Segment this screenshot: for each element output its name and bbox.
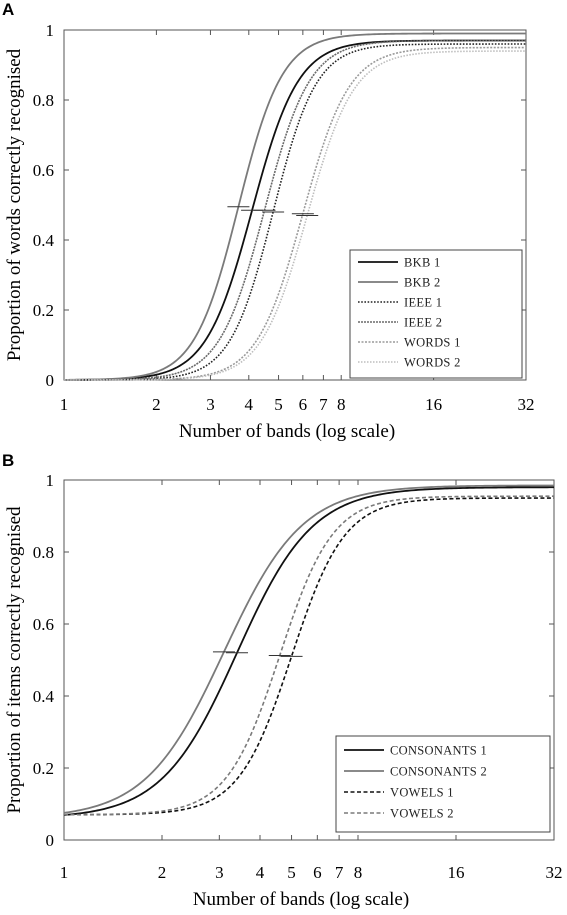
legend-label: WORDS 1 [404,336,461,350]
threshold-markers-a [227,206,319,216]
x-tick-label: 16 [448,863,465,882]
panel-letter-a: A [2,0,14,19]
x-tick-label: 6 [313,863,322,882]
y-axis-label-b: Proportion of items correctly recognised [4,506,25,814]
x-ticks-a: 1 2 3 4 5 6 7 8 16 32 [60,30,535,414]
x-tick-label: 7 [335,863,344,882]
y-axis-label-a: Proportion of words correctly recognised [4,48,25,361]
x-tick-label: 1 [60,395,69,414]
x-axis-label-a: Number of bands (log scale) [179,421,395,442]
x-tick-label: 32 [518,395,535,414]
chart-panel-a: A 0 0.2 0.4 0.6 0.8 1 1 2 3 4 5 6 7 8 16 32 BKB 1 BKB 2… [2,0,535,442]
x-tick-label: 2 [152,395,161,414]
y-tick-label: 0.6 [33,615,54,634]
legend-label: VOWELS 2 [390,807,454,821]
x-tick-label: 8 [354,863,363,882]
x-tick-label: 8 [337,395,346,414]
y-tick-label: 0 [46,371,55,390]
series-line-bkb-1 [63,39,526,381]
series-line-words-2 [64,50,526,381]
x-axis-label-b: Number of bands (log scale) [193,889,409,910]
legend-box [335,735,551,833]
series-line-words-1 [64,46,526,381]
y-tick-label: 1 [46,21,55,40]
y-tick-label: 0.4 [33,687,55,706]
x-tick-label: 3 [206,395,215,414]
y-ticks-a: 0 0.2 0.4 0.6 0.8 1 [33,21,526,390]
series-line-bkb-2 [63,32,526,381]
x-tick-label: 5 [274,395,283,414]
panel-letter-b: B [2,451,14,470]
y-tick-label: 0.6 [33,161,54,180]
y-tick-label: 0.2 [33,759,54,778]
series-line-consonants-1 [63,486,555,816]
x-tick-label: 32 [546,863,563,882]
legend-label: VOWELS 1 [390,786,454,800]
x-tick-label: 3 [215,863,224,882]
series-group-a [63,32,526,381]
y-tick-label: 0.4 [33,231,55,250]
y-tick-label: 0.8 [33,543,54,562]
x-tick-label: 4 [245,395,254,414]
x-tick-label: 5 [287,863,296,882]
legend-label: BKB 2 [404,276,441,290]
legend-b: CONSONANTS 1 CONSONANTS 2 VOWELS 1 VOWELS 2 [335,735,551,833]
y-tick-label: 0.8 [33,91,54,110]
legend-label: CONSONANTS 2 [390,765,487,779]
x-tick-label: 1 [60,863,69,882]
legend-label: WORDS 2 [404,356,461,370]
y-tick-label: 0.2 [33,301,54,320]
chart-panel-b: B 0 0.2 0.4 0.6 0.8 1 1 2 3 4 5 6 7 8 16 32 CONSONANTS… [2,451,563,910]
threshold-markers-b [212,651,303,657]
legend-label: BKB 1 [404,256,441,270]
series-line-consonants-2 [63,484,555,814]
y-tick-label: 1 [46,471,55,490]
plot-frame-a [63,29,527,381]
plot-frame-b [63,479,555,841]
x-ticks-b: 1 2 3 4 5 6 7 8 16 32 [60,480,563,882]
x-tick-label: 4 [256,863,265,882]
legend-label: IEEE 1 [404,296,442,310]
x-tick-label: 16 [425,395,442,414]
x-tick-label: 6 [299,395,308,414]
series-line-vowels-2 [63,495,554,816]
y-ticks-b: 0 0.2 0.4 0.6 0.8 1 [33,471,554,850]
x-tick-label: 2 [158,863,167,882]
series-group-b [63,484,555,816]
legend-label: CONSONANTS 1 [390,744,487,758]
legend-a: BKB 1 BKB 2 IEEE 1 IEEE 2 WORDS 1 WORDS 2 [349,249,523,379]
legend-label: IEEE 2 [404,316,442,330]
x-tick-label: 7 [319,395,328,414]
legend-box [349,249,523,379]
y-tick-label: 0 [46,831,55,850]
